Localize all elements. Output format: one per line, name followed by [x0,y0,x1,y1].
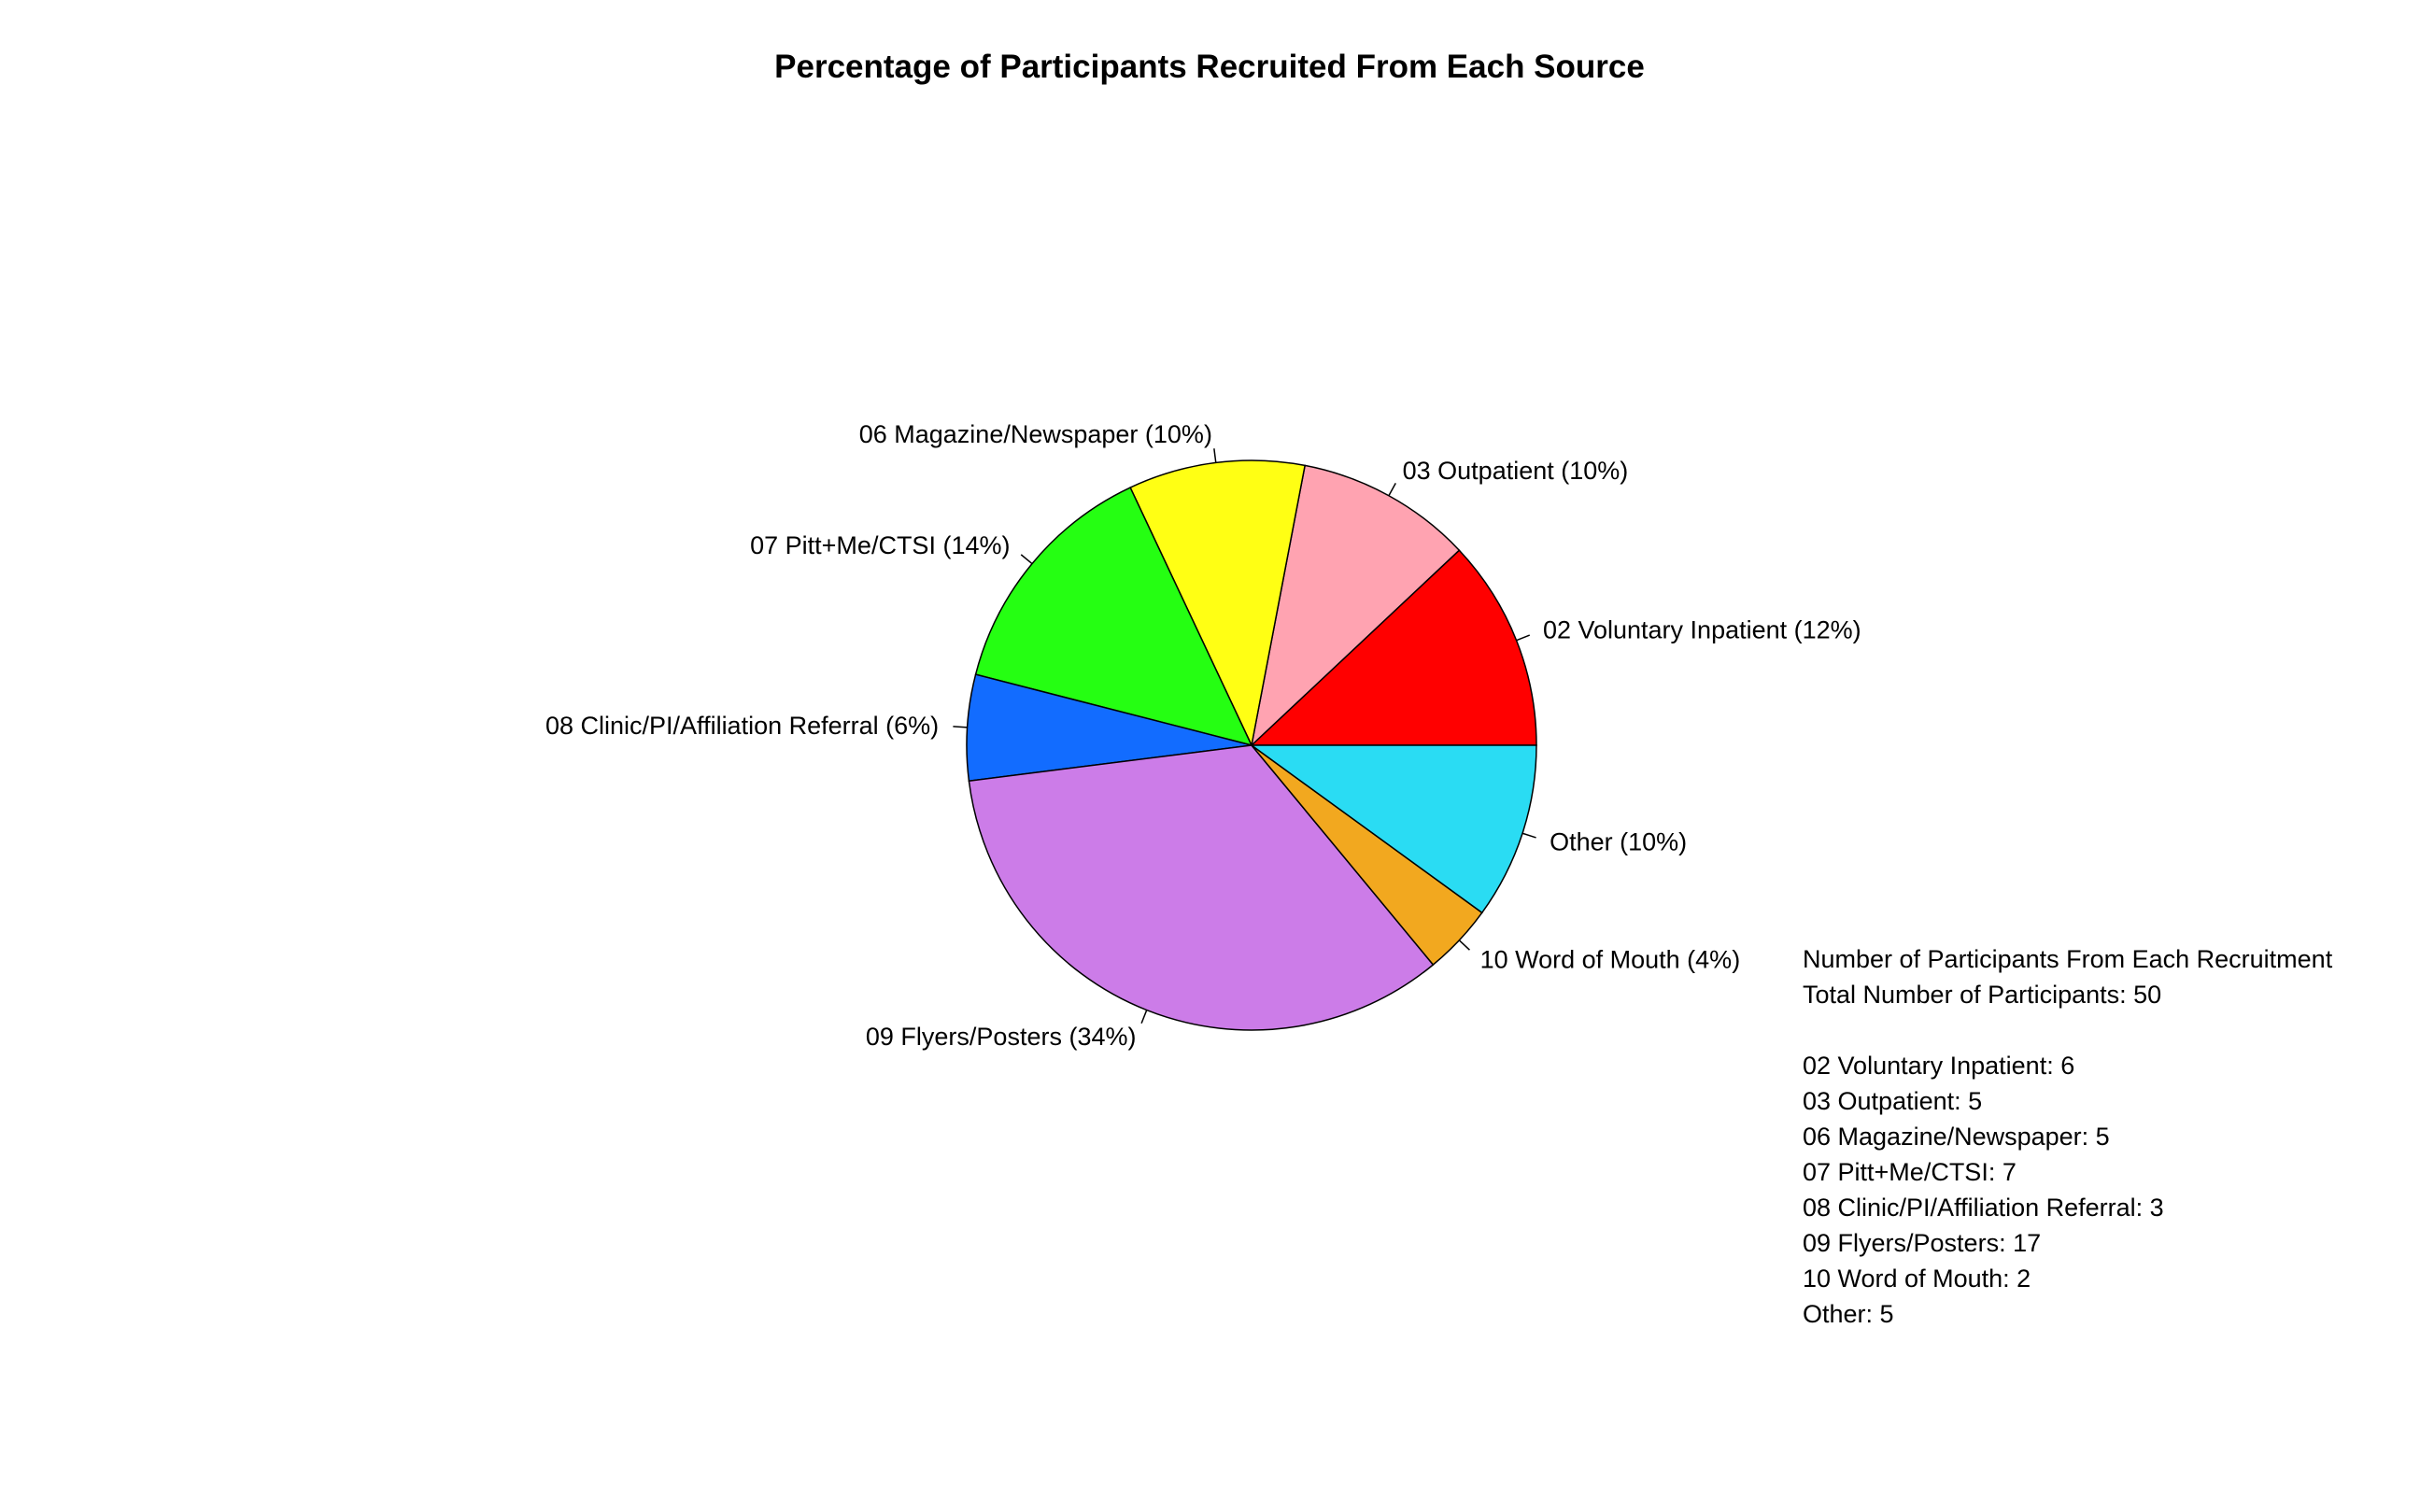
slice-label: 09 Flyers/Posters (34%) [866,1023,1137,1051]
slice-labels: 02 Voluntary Inpatient (12%) 03 Outpatien… [545,420,1861,1051]
summary-line: 10 Word of Mouth: 2 [1803,1265,2031,1293]
slice-label: 10 Word of Mouth (4%) [1480,946,1741,974]
label-tick [953,726,968,728]
label-tick [1521,832,1536,839]
slice-label: 03 Outpatient (10%) [1403,457,1629,485]
summary-line: Other: 5 [1803,1300,1894,1328]
label-ticks [953,448,1536,1024]
summary-line: 02 Voluntary Inpatient: 6 [1803,1052,2074,1080]
summary-total: Total Number of Participants: 50 [1803,981,2161,1009]
slice-label: 06 Magazine/Newspaper (10%) [859,420,1212,448]
label-tick [1388,482,1396,497]
summary-line: 07 Pitt+Me/CTSI: 7 [1803,1158,2017,1186]
label-tick [1020,554,1033,565]
pie-slice [974,487,1253,747]
slice-label: 07 Pitt+Me/CTSI (14%) [750,531,1010,559]
summary-panel: Number of Participants From Each Recruit… [1803,945,2333,1328]
slice-label: 08 Clinic/PI/Affiliation Referral (6%) [545,712,939,740]
summary-line: 03 Outpatient: 5 [1803,1087,1982,1115]
summary-line: 06 Magazine/Newspaper: 5 [1803,1123,2110,1151]
pie-slices [966,459,1537,1031]
chart-title: Percentage of Participants Recruited Fro… [774,49,1645,85]
summary-line: 08 Clinic/PI/Affiliation Referral: 3 [1803,1194,2164,1222]
pie-slice [968,744,1435,1031]
summary-heading: Number of Participants From Each Recruit… [1803,945,2333,973]
label-tick [1458,940,1470,951]
label-tick [1516,634,1531,642]
label-tick [1213,448,1217,463]
slice-label: Other (10%) [1550,828,1687,856]
slice-label: 02 Voluntary Inpatient (12%) [1543,615,1861,643]
summary-line: 09 Flyers/Posters: 17 [1803,1229,2041,1257]
label-tick [1140,1010,1148,1024]
